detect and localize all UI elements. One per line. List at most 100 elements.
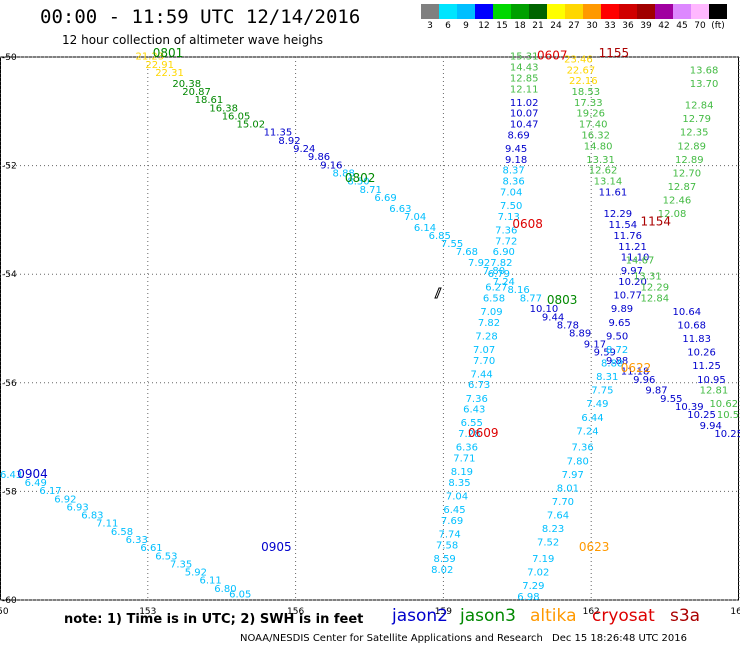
swh-value: 6.61: [140, 543, 162, 554]
swh-value: 6.98: [517, 592, 539, 603]
swh-value: 8.35: [448, 478, 470, 489]
x-tick-label: 165: [730, 607, 740, 617]
swh-value: 8.69: [507, 130, 529, 141]
swh-value: 8.92: [278, 136, 300, 147]
swh-value: 8.89: [569, 329, 591, 340]
swh-value: 10.20: [618, 277, 647, 288]
chart-title: 00:00 - 11:59 UTC 12/14/2016: [40, 6, 361, 28]
swh-value: 6.85: [429, 231, 451, 242]
swh-value: 6.73: [468, 380, 490, 391]
scale-swatch: [547, 4, 565, 19]
y-tick-label: -60: [2, 596, 17, 606]
swh-value: 11.35: [264, 128, 293, 139]
swh-value: 16.05: [222, 111, 251, 122]
pass-time-label: 0608: [512, 217, 543, 231]
swh-value: 17.33: [574, 98, 603, 109]
plot-frame: [0, 56, 739, 601]
swh-value: 20.87: [182, 87, 211, 98]
swh-value: 8.88: [333, 168, 355, 179]
swh-value: 10.07: [510, 109, 539, 120]
swh-value: 14.80: [584, 141, 613, 152]
scale-swatch: [673, 4, 691, 19]
swh-value: 10.26: [687, 348, 716, 359]
scale-label: 12: [478, 21, 490, 31]
swh-value: 6.14: [414, 223, 436, 234]
swh-value: 7.58: [436, 540, 458, 551]
swh-value: 8.77: [520, 293, 542, 304]
swh-value: 9.86: [308, 152, 330, 163]
swh-value: 6.43: [463, 405, 485, 416]
swh-value: 9.24: [293, 144, 315, 155]
swh-value: 6.93: [67, 502, 89, 513]
swh-value: 13.68: [690, 65, 719, 76]
swh-value: 6.79: [488, 269, 510, 280]
swh-value: 12.87: [668, 182, 697, 193]
scale-swatch: [583, 4, 601, 19]
swh-value: 11.21: [618, 242, 647, 253]
swh-value: 7.70: [552, 497, 574, 508]
swh-value: 7.64: [547, 511, 569, 522]
swh-value: 9.50: [606, 331, 628, 342]
scale-label: 39: [640, 21, 652, 31]
scale-label: 18: [514, 21, 526, 31]
legend-jason3: jason3: [460, 606, 516, 626]
swh-value: 12.84: [685, 101, 714, 112]
legend-jason2: jason2: [392, 606, 448, 626]
x-tick-label: 150: [0, 607, 9, 617]
x-tick-label: 153: [139, 607, 156, 617]
scale-swatch: [565, 4, 583, 19]
swh-value: 15.02: [236, 120, 265, 131]
scale-swatch: [601, 4, 619, 19]
legend-altika: altika: [530, 606, 577, 626]
swh-value: 9.97: [621, 266, 643, 277]
swh-value: 11.76: [613, 231, 642, 242]
chart-subtitle: 12 hour collection of altimeter wave hei…: [62, 33, 324, 47]
scale-swatch: [709, 4, 727, 19]
footnote: note: 1) Time is in UTC; 2) SWH is in fe…: [64, 612, 364, 627]
swh-value: 10.57: [717, 410, 740, 421]
pass-time-label: 0904: [17, 467, 48, 481]
swh-value: 7.36: [466, 394, 488, 405]
scale-label: 36: [622, 21, 634, 31]
y-tick-label: -58: [2, 487, 17, 497]
scale-label: 42: [658, 21, 670, 31]
generated-timestamp: Dec 15 18:26:48 UTC 2016: [552, 633, 687, 644]
swh-value: 17.40: [579, 120, 608, 131]
swh-value: 8.31: [596, 372, 618, 383]
pass-time-label: 0609: [468, 426, 499, 440]
scale-label: 70: [694, 21, 706, 31]
swh-value: 12.29: [640, 282, 669, 293]
swh-value: 8.88: [601, 359, 623, 370]
swh-value: 12.62: [589, 166, 618, 177]
swh-value: 7.44: [470, 369, 492, 380]
swh-value: 6.11: [200, 576, 222, 587]
swh-value: 9.94: [700, 421, 722, 432]
swh-value: 9.45: [505, 144, 527, 155]
swh-value: 6.58: [483, 293, 505, 304]
swh-value: 21.23: [135, 52, 164, 63]
pass-time-label: 0905: [261, 540, 292, 554]
pass-time-label: 0802: [345, 171, 376, 185]
swh-value: 6.80: [214, 584, 236, 595]
swh-value: 7.68: [456, 247, 478, 258]
swh-value: 6.92: [54, 494, 76, 505]
swh-value: 13.31: [586, 155, 615, 166]
y-tick-label: -54: [2, 270, 17, 280]
scale-label: 45: [676, 21, 688, 31]
swh-value: 7.04: [446, 492, 468, 503]
swh-value: 11.02: [510, 98, 539, 109]
marker-glyph: [434, 287, 442, 299]
scale-swatch: [475, 4, 493, 19]
swh-value: 8.16: [507, 285, 529, 296]
swh-value: 6.44: [581, 413, 603, 424]
swh-value: 7.49: [586, 399, 608, 410]
scale-swatch: [691, 4, 709, 19]
swh-value: 9.44: [542, 312, 564, 323]
swh-value: 12.81: [700, 386, 729, 397]
scale-label: 9: [463, 21, 469, 31]
pass-time-label: 0623: [579, 540, 610, 554]
swh-value: 9.55: [660, 394, 682, 405]
credit-line: NOAA/NESDIS Center for Satellite Applica…: [240, 633, 543, 644]
swh-value: 6.36: [456, 443, 478, 454]
swh-value: 22.31: [155, 68, 184, 79]
